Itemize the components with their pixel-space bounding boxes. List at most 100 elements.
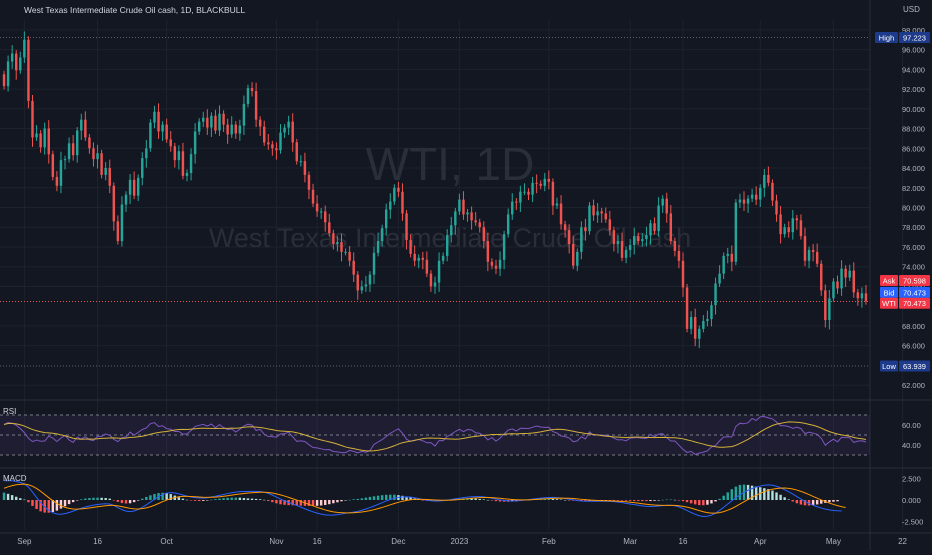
macd-histogram-bar bbox=[161, 492, 164, 500]
candle-body bbox=[657, 205, 660, 232]
macd-histogram-bar bbox=[478, 498, 481, 500]
candle-body bbox=[551, 181, 555, 206]
candle-body bbox=[324, 211, 327, 223]
candle-body bbox=[840, 268, 843, 289]
candle-body bbox=[222, 113, 225, 125]
price-tick-label: 76.000 bbox=[902, 243, 925, 252]
candle-body bbox=[112, 185, 116, 222]
macd-histogram-bar bbox=[803, 500, 807, 506]
candle-body bbox=[580, 227, 583, 252]
candle-body bbox=[689, 317, 693, 329]
candle-body bbox=[352, 260, 355, 275]
candle-body bbox=[714, 283, 717, 306]
candle-body bbox=[59, 160, 63, 186]
rsi-title[interactable]: RSI bbox=[3, 407, 16, 416]
macd-histogram-bar bbox=[807, 500, 811, 506]
macd-histogram-bar bbox=[128, 500, 132, 504]
price-marker-label: High bbox=[879, 34, 894, 43]
time-tick-label: 22 bbox=[898, 537, 907, 546]
candle-body bbox=[844, 268, 847, 278]
price-tick-label: 78.000 bbox=[902, 223, 925, 232]
candle-body bbox=[531, 182, 534, 195]
candle-body bbox=[141, 158, 144, 178]
macd-title[interactable]: MACD bbox=[3, 474, 27, 483]
candle-body bbox=[319, 211, 323, 213]
macd-histogram-bar bbox=[63, 500, 67, 507]
candle-body bbox=[746, 198, 750, 204]
macd-histogram-bar bbox=[669, 499, 673, 501]
candle-body bbox=[706, 319, 709, 321]
macd-histogram-bar bbox=[6, 493, 10, 500]
macd-histogram-bar bbox=[112, 500, 116, 501]
macd-histogram-bar bbox=[55, 500, 59, 511]
candle-body bbox=[815, 251, 819, 264]
candle-body bbox=[80, 119, 83, 131]
candle-body bbox=[96, 153, 99, 160]
candle-body bbox=[478, 222, 481, 228]
candle-body bbox=[35, 133, 38, 138]
macd-histogram-bar bbox=[787, 499, 790, 500]
macd-histogram-bar bbox=[604, 500, 607, 501]
macd-histogram-bar bbox=[141, 498, 144, 500]
macd-histogram-bar bbox=[84, 498, 87, 500]
candle-body bbox=[470, 212, 473, 221]
candle-body bbox=[344, 251, 347, 253]
macd-histogram-bar bbox=[738, 484, 742, 500]
candle-body bbox=[132, 179, 136, 196]
candle-body bbox=[604, 213, 607, 220]
candle-body bbox=[116, 221, 120, 242]
macd-histogram-bar bbox=[653, 500, 656, 501]
macd-histogram-bar bbox=[324, 500, 327, 505]
candle-body bbox=[120, 204, 124, 242]
candle-body bbox=[527, 191, 530, 195]
candle-body bbox=[669, 213, 673, 242]
candle-body bbox=[555, 203, 559, 206]
candle-body bbox=[498, 259, 502, 269]
candle-body bbox=[702, 320, 705, 329]
price-markers: High 97.223 Ask 70.598 Bid 70.473 WTI 70.473 Low… bbox=[875, 32, 930, 372]
macd-histogram-bar bbox=[149, 495, 152, 500]
macd-histogram-bar bbox=[352, 499, 355, 500]
candle-body bbox=[718, 273, 721, 284]
macd-histogram-bar bbox=[368, 496, 372, 500]
candle-body bbox=[71, 143, 75, 156]
price-marker-tag bbox=[880, 297, 898, 309]
macd-histogram-bar bbox=[799, 500, 803, 505]
macd-histogram-bar bbox=[332, 500, 335, 504]
macd-histogram-bar bbox=[19, 498, 22, 500]
candle-body bbox=[673, 241, 677, 251]
candle-body bbox=[153, 111, 156, 123]
candle-body bbox=[157, 111, 160, 132]
candle-body bbox=[169, 139, 172, 147]
candle-body bbox=[775, 200, 778, 215]
time-tick-label: Feb bbox=[542, 537, 556, 546]
rsi-panel bbox=[0, 414, 870, 456]
candle-body bbox=[616, 241, 620, 245]
candle-body bbox=[6, 61, 10, 87]
macd-histogram-bar bbox=[563, 499, 567, 501]
candle-body bbox=[368, 274, 372, 285]
macd-histogram-bar bbox=[340, 500, 343, 502]
macd-histogram-bar bbox=[242, 498, 246, 500]
macd-histogram-bar bbox=[315, 500, 319, 506]
candle-body bbox=[665, 198, 668, 214]
candle-body bbox=[193, 131, 197, 155]
candle-body bbox=[23, 39, 26, 58]
price-tick-label: 68.000 bbox=[902, 322, 925, 331]
price-marker-tag bbox=[880, 275, 898, 287]
symbol-title[interactable]: West Texas Intermediate Crude Oil cash, … bbox=[24, 5, 246, 15]
macd-histogram-bar bbox=[35, 500, 38, 509]
time-tick-label: 16 bbox=[93, 537, 102, 546]
candle-body bbox=[779, 214, 782, 235]
macd-histogram-bar bbox=[470, 498, 473, 500]
candle-body bbox=[482, 227, 486, 242]
rsi-tick-label: 60.00 bbox=[902, 421, 921, 430]
candle-body bbox=[173, 146, 177, 161]
macd-histogram-bar bbox=[698, 500, 701, 506]
macd-histogram-bar bbox=[291, 500, 294, 506]
price-marker-box bbox=[899, 275, 930, 287]
macd-histogram-bar bbox=[677, 500, 681, 501]
macd-histogram-bar bbox=[657, 500, 660, 501]
macd-histogram-bar bbox=[145, 496, 148, 500]
